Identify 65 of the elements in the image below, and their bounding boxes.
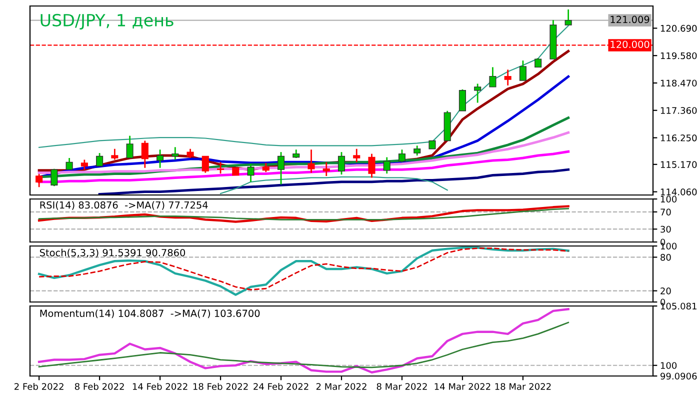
candlestick [519, 60, 526, 82]
candlestick [338, 151, 346, 176]
candlestick [172, 146, 179, 160]
y-tick-label: 99.0906 [660, 372, 697, 380]
chart-title: Stoch(5,3,3) 91.5391 90.7860 [40, 248, 186, 258]
candlestick [489, 66, 496, 88]
y-tick-label: 80 [660, 254, 671, 261]
candlestick [383, 156, 390, 174]
ref-line-label: 120.000 [610, 40, 650, 48]
line-series [38, 308, 570, 374]
x-tick-label: 14 Feb 2022 [132, 382, 188, 390]
candlestick [126, 135, 134, 159]
ref-line-label: 121.009 [610, 16, 650, 24]
candlestick [398, 148, 406, 163]
x-tick-label: 18 Mar 2022 [495, 383, 551, 390]
x-tick-label: 2 Feb 2022 [14, 382, 64, 390]
x-tick-label: 8 Mar 2022 [376, 383, 427, 390]
x-tick-label: 14 Mar 2022 [434, 383, 490, 390]
y-tick-label: 100 [660, 362, 677, 369]
candlestick [247, 162, 254, 183]
y-tick-label: 114.060 [660, 188, 697, 196]
candlestick [564, 8, 572, 26]
candlestick [96, 152, 104, 167]
candlestick [217, 161, 224, 174]
y-tick-label: 30 [660, 226, 671, 233]
candlestick [534, 57, 542, 68]
y-tick-label: 20 [660, 288, 671, 294]
candlestick [141, 140, 148, 169]
candlestick [474, 83, 482, 104]
chart-title: Momentum(14) 104.8087 ->MA(7) 103.6700 [40, 310, 260, 318]
candlestick [80, 159, 88, 170]
candlestick [50, 168, 58, 187]
candlestick [36, 173, 43, 188]
candlestick [277, 151, 285, 186]
x-tick-label: 18 Feb 2022 [193, 382, 248, 390]
candlestick [458, 88, 466, 112]
candlestick [322, 161, 330, 177]
chart-title: USD/JPY, 1 день [40, 14, 174, 30]
line-series [98, 168, 570, 195]
candlestick [111, 148, 118, 160]
candlestick [66, 157, 73, 170]
x-tick-label: 24 Feb 2022 [254, 382, 308, 390]
chart-title: RSI(14) 83.0876 ->MA(7) 77.7254 [40, 201, 208, 210]
x-tick-label: 2 Mar 2022 [316, 383, 366, 390]
y-tick-label: 117.360 [660, 107, 697, 114]
y-tick-label: 119.580 [660, 52, 697, 60]
line-series [38, 322, 570, 368]
y-tick-label: 100 [660, 196, 677, 203]
candlestick [186, 148, 194, 159]
x-tick-label: 8 Feb 2022 [74, 382, 124, 390]
line-series [38, 131, 570, 174]
y-tick-label: 118.470 [660, 80, 697, 87]
y-tick-label: 120.690 [660, 24, 697, 32]
line-series [220, 176, 448, 194]
candlestick [504, 68, 512, 86]
candlestick [368, 153, 376, 178]
candlestick [262, 162, 270, 173]
y-tick-label: 70 [660, 208, 671, 216]
candlestick [353, 148, 360, 163]
candlestick [156, 148, 164, 169]
candlestick [308, 148, 315, 174]
candlestick [414, 144, 421, 156]
y-tick-label: 115.170 [660, 161, 697, 168]
y-tick-label: 116.250 [660, 134, 697, 142]
candlestick [202, 156, 209, 174]
